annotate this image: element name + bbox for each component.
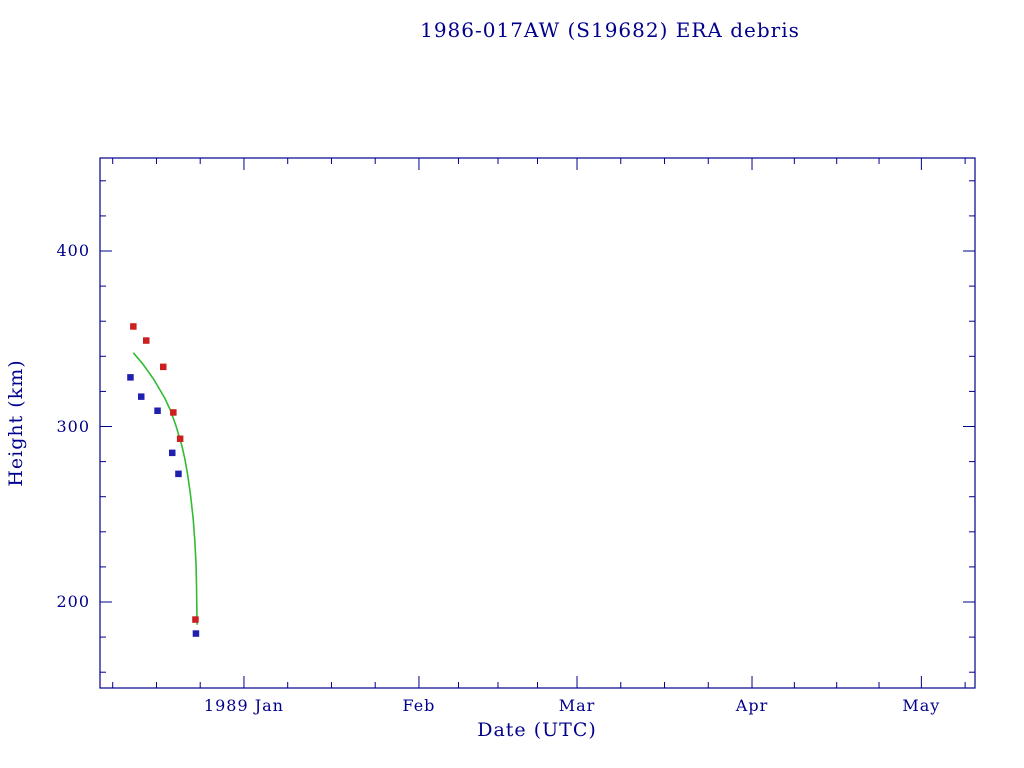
y-tick-label: 400 [56,241,90,260]
data-point-marker [127,374,134,381]
chart-title: 1986-017AW (S19682) ERA debris [420,18,800,42]
x-tick-label: Feb [402,696,436,715]
y-tick-label: 300 [56,416,90,436]
x-tick-label: May [902,696,941,715]
data-point-marker [192,630,200,637]
y-tick-label: 200 [56,592,90,611]
data-point-marker [170,409,177,416]
series-perigee-height [127,374,200,637]
x-tick-label: Mar [558,696,596,715]
data-point-marker [138,393,145,400]
x-axis-label: Date (UTC) [477,719,597,741]
fit-curve [132,352,198,625]
data-point-marker [175,470,182,478]
axis-frame [99,157,976,689]
axis-ticks [100,158,975,688]
data-point-marker [160,363,167,371]
data-point-marker [176,435,184,442]
data-point-marker [143,337,150,344]
data-point-marker [154,407,161,414]
series-apogee-height [130,323,199,623]
x-tick-label: 1989 Jan [203,696,284,715]
data-point-marker [169,449,176,457]
x-tick-label: Apr [735,696,769,715]
data-point-marker [130,323,137,330]
data-point-marker [192,616,199,623]
